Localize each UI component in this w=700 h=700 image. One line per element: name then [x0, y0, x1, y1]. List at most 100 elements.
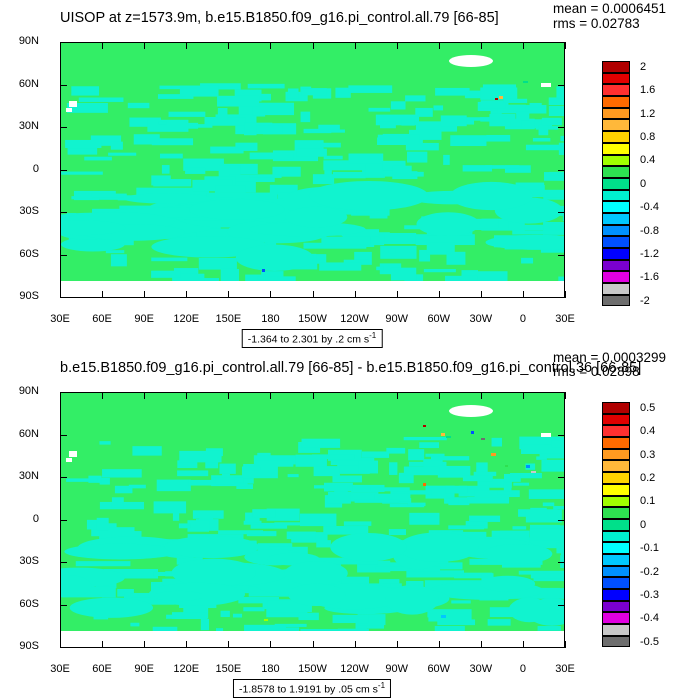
field-patch: [262, 602, 270, 610]
colorbar-label: -0.5: [640, 635, 659, 648]
field-patch: [401, 119, 415, 126]
field-patch: [539, 453, 564, 459]
colorbar-cell: [602, 624, 630, 636]
field-patch: [510, 120, 522, 127]
field-patch: [348, 153, 384, 164]
x-tick-mark: [354, 42, 356, 49]
field-patch: [301, 438, 341, 448]
field-patch: [398, 532, 479, 563]
field-patch: [176, 557, 203, 565]
no-data-region: [449, 405, 493, 417]
x-tick-mark: [480, 291, 482, 298]
field-patch: [403, 466, 440, 476]
colorbar-cell: [602, 448, 630, 461]
contour-range-label: -1.8578 to 1.9191 by .05 cm s-1: [232, 679, 392, 698]
field-patch: [357, 614, 386, 626]
field-patch: [369, 209, 388, 219]
field-patch: [380, 245, 417, 259]
field-patch: [379, 263, 402, 275]
field-patch: [244, 624, 286, 632]
field-patch: [219, 463, 236, 474]
field-patch: [503, 482, 512, 491]
field-patch: [234, 89, 262, 102]
field-patch: [185, 167, 206, 174]
field-patch: [320, 142, 341, 148]
anomaly-spot: [491, 453, 496, 456]
colorbar-cell: [602, 119, 630, 132]
field-patch: [541, 117, 562, 126]
colorbar-cell: [602, 166, 630, 178]
colorbar-cell: [602, 472, 630, 484]
x-tick-mark: [270, 42, 272, 49]
colorbar-cell: [602, 437, 630, 449]
panel-title: b.e15.B1850.f09_g16.pi_control.all.79 [6…: [60, 360, 642, 376]
field-patch: [314, 485, 328, 489]
y-tick-mark: [558, 84, 565, 86]
x-tick-mark: [354, 392, 356, 399]
field-patch: [300, 513, 337, 527]
field-patch: [551, 440, 564, 448]
field-patch: [448, 497, 470, 506]
field-patch: [122, 193, 212, 204]
x-tick-mark: [522, 42, 524, 49]
field-patch: [75, 561, 131, 567]
field-patch: [486, 134, 511, 142]
field-patch: [200, 618, 210, 631]
field-patch: [330, 457, 375, 466]
field-patch: [249, 152, 294, 160]
field-patch: [407, 502, 426, 506]
field-patch: [266, 607, 308, 618]
y-tick-mark: [60, 212, 67, 213]
colorbar-label: 1.6: [640, 84, 656, 97]
anomaly-spot: [446, 436, 451, 438]
y-tick-mark: [60, 477, 67, 478]
field-patch: [124, 592, 175, 605]
y-tick-mark: [558, 562, 565, 563]
field-patch: [330, 533, 407, 562]
y-tick-label: 30S: [19, 205, 39, 217]
field-patch: [224, 581, 284, 591]
field-patch: [323, 160, 366, 171]
x-tick-label: 90W: [385, 663, 408, 675]
field-patch: [187, 520, 210, 532]
field-patch: [153, 179, 192, 187]
x-tick-mark: [522, 392, 524, 399]
x-tick-label: 30E: [555, 313, 575, 325]
field-patch: [563, 528, 564, 538]
field-patch: [445, 485, 468, 494]
field-patch: [405, 142, 439, 151]
field-patch: [318, 124, 340, 132]
field-patch: [426, 242, 455, 255]
field-patch: [332, 475, 362, 483]
field-patch: [132, 446, 162, 456]
y-tick-mark: [558, 519, 565, 521]
y-tick-mark: [558, 212, 565, 213]
field-patch: [151, 270, 181, 278]
y-tick-mark: [60, 127, 67, 128]
field-patch: [272, 166, 301, 177]
x-tick-mark: [60, 291, 61, 298]
field-patch: [205, 459, 219, 469]
y-tick-mark: [60, 42, 67, 43]
heatmap-field: [61, 393, 564, 647]
field-patch: [151, 257, 188, 262]
field-patch: [451, 531, 487, 541]
field-patch: [344, 492, 379, 502]
field-patch: [390, 101, 406, 110]
field-patch: [529, 524, 561, 531]
field-patch: [557, 525, 564, 532]
x-tick-mark: [396, 42, 398, 49]
field-patch: [419, 249, 431, 262]
anomaly-spot: [471, 431, 474, 434]
colorbar-label: -0.2: [640, 565, 659, 578]
field-patch: [376, 266, 384, 271]
field-patch: [512, 230, 561, 235]
field-patch: [252, 102, 295, 116]
field-patch: [172, 273, 205, 284]
field-patch: [355, 620, 367, 633]
field-patch: [103, 569, 159, 579]
colorbar-label: 0.4: [640, 154, 656, 167]
field-patch: [249, 174, 282, 178]
y-tick-mark: [60, 647, 67, 648]
x-tick-label: 60E: [92, 313, 112, 325]
